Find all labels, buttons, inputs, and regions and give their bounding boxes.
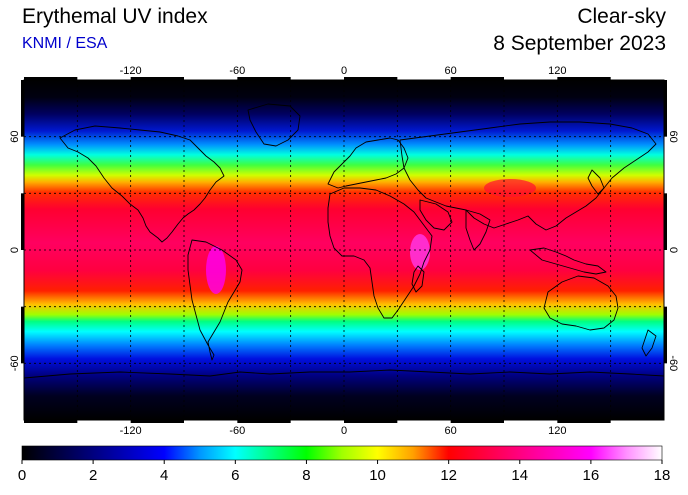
frame-segment-right xyxy=(664,193,667,250)
uv-index-map: -120 -120 -60 -60 0 0 60 60 120 120 60 60 0 0 -60 -60 xyxy=(0,60,688,440)
frame-segment-left xyxy=(21,80,24,137)
frame-segment-bottom xyxy=(557,420,611,423)
colorbar-tick-label: 10 xyxy=(369,467,386,484)
frame-segment-left xyxy=(21,193,24,250)
frame-segment-top xyxy=(237,77,291,80)
uv-hotspot-east-africa xyxy=(410,234,430,270)
coastline-europe xyxy=(327,137,409,189)
frame-segment-right xyxy=(664,306,667,364)
coastlines xyxy=(23,103,665,379)
coastline-south-america xyxy=(187,239,243,361)
lon-tick-label-top: -60 xyxy=(229,65,245,77)
lon-tick-label-top: 60 xyxy=(445,65,457,77)
uv-colorbar: 0 2 4 6 8 10 12 14 16 18 xyxy=(0,440,688,490)
frame-segment-top xyxy=(130,77,184,80)
colorbar-ticks: 0 2 4 6 8 10 12 14 16 18 xyxy=(18,460,671,484)
frame-segment-bottom xyxy=(130,420,184,423)
coastline-japan xyxy=(587,169,605,195)
lat-tick-label-left: -60 xyxy=(9,355,21,371)
frame-segment-top xyxy=(450,77,504,80)
coastline-southeast-asia-islands xyxy=(529,247,607,275)
coastline-greenland xyxy=(247,103,301,147)
sky-mode-label: Clear-sky xyxy=(577,5,666,28)
colorbar-tick-label: 0 xyxy=(18,467,26,484)
lon-tick-label-bottom: 120 xyxy=(548,425,566,437)
coastline-arabia xyxy=(419,199,453,231)
coastline-madagascar xyxy=(411,265,425,293)
colorbar-tick-label: 8 xyxy=(302,467,310,484)
colorbar-gradient xyxy=(21,445,663,461)
frame-segment-bottom xyxy=(450,420,504,423)
coastline-australia xyxy=(543,275,619,331)
colorbar-tick-label: 14 xyxy=(511,467,528,484)
coastline-india xyxy=(465,209,491,251)
axis-labels: -120 -120 -60 -60 0 0 60 60 120 120 60 60 0 0 -60 -60 xyxy=(9,65,679,437)
lat-tick-label-left: 60 xyxy=(9,131,21,143)
frame-segment-top xyxy=(344,77,398,80)
lat-tick-label-right: 0 xyxy=(667,247,679,253)
colorbar-tick-label: 18 xyxy=(654,467,671,484)
data-credit: KNMI / ESA xyxy=(22,35,108,52)
lat-tick-label-right: 60 xyxy=(667,131,679,143)
frame-segment-right xyxy=(664,80,667,137)
lat-tick-label-left: 0 xyxy=(9,247,21,253)
map-area: -120 -120 -60 -60 0 0 60 60 120 120 60 60 0 0 -60 -60 xyxy=(9,65,679,437)
lon-tick-label-bottom: 60 xyxy=(445,425,457,437)
lon-tick-label-bottom: -120 xyxy=(120,425,142,437)
coastline-asia xyxy=(399,121,657,231)
uv-hotspot-tibet xyxy=(484,179,536,197)
lon-tick-label-top: -120 xyxy=(120,65,142,77)
frame-tick-marks xyxy=(21,77,667,423)
colorbar-tick-label: 4 xyxy=(160,467,168,484)
uv-hotspot-andes xyxy=(206,246,226,294)
coastline-new-zealand xyxy=(641,329,657,357)
lat-tick-label-right: -60 xyxy=(667,355,679,371)
frame-segment-top xyxy=(557,77,611,80)
lon-tick-label-bottom: -60 xyxy=(229,425,245,437)
map-date: 8 September 2023 xyxy=(493,32,666,55)
frame-segment-bottom xyxy=(237,420,291,423)
coastline-antarctica xyxy=(23,369,665,379)
map-title: Erythemal UV index xyxy=(22,5,208,28)
coastline-africa xyxy=(327,187,433,319)
frame-segment-top xyxy=(24,77,78,80)
colorbar-tick-label: 16 xyxy=(583,467,600,484)
lon-tick-label-top: 0 xyxy=(341,65,347,77)
frame-segment-left xyxy=(21,306,24,364)
lon-tick-label-bottom: 0 xyxy=(341,425,347,437)
frame-segment-bottom xyxy=(24,420,78,423)
colorbar-tick-label: 2 xyxy=(89,467,97,484)
colorbar-tick-label: 12 xyxy=(440,467,457,484)
frame-segment-bottom xyxy=(344,420,398,423)
lon-tick-label-top: 120 xyxy=(548,65,566,77)
colorbar-tick-label: 6 xyxy=(231,467,239,484)
graticule xyxy=(24,80,664,420)
